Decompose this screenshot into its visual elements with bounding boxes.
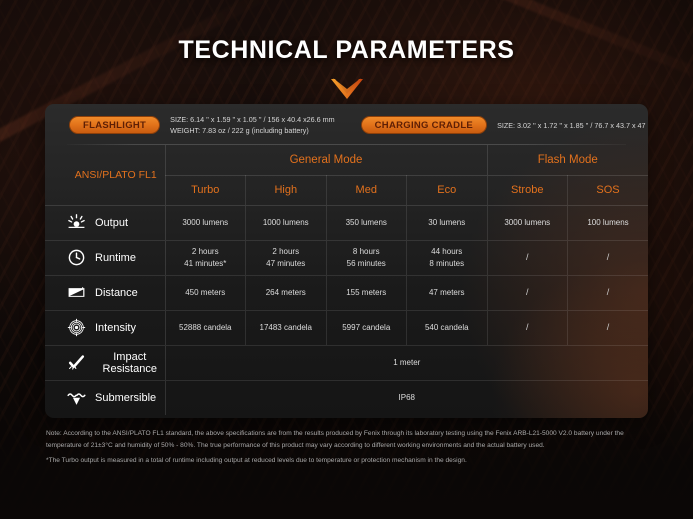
cell-output-med: 350 lumens (325, 205, 407, 241)
mode-header-sos: SOS (567, 175, 648, 206)
row-label-text: Distance (95, 286, 138, 299)
flashlight-size: SIZE: 6.14 '' x 1.59 '' x 1.05 '' / 156 … (170, 115, 335, 124)
dimensions-summary-row: FLASHLIGHT SIZE: 6.14 '' x 1.59 '' x 1.0… (45, 104, 648, 144)
clock-icon (67, 248, 86, 267)
technical-parameters-table: ANSI/PLATO FL1 General Mode Flash Mode T… (45, 145, 648, 416)
divider (67, 144, 626, 146)
mode-header-high: High (245, 175, 326, 206)
table-row: Output 3000 lumens 1000 lumens 350 lumen… (45, 205, 648, 241)
table-row: Runtime 2 hours 41 minutes* 2 hours 47 min… (45, 240, 648, 276)
footnote: Note: According to the ANSI/PLATO FL1 st… (46, 428, 654, 468)
row-label-text: Output (95, 216, 129, 229)
cell-intensity-high: 17483 candela (245, 310, 326, 346)
sunburst-icon (67, 213, 86, 232)
row-label-distance: Distance (45, 275, 165, 311)
specifications-panel: FLASHLIGHT SIZE: 6.14 '' x 1.59 '' x 1.0… (45, 104, 648, 418)
table-row: Distance 450 meters 264 meters 155 meter… (45, 275, 648, 311)
cell-submersible-value: IP68 (164, 380, 648, 416)
row-label-intensity: Intensity (45, 310, 165, 346)
row-label-output: Output (45, 205, 165, 241)
cell-runtime-sos: / (567, 240, 648, 276)
cell-runtime-med: 8 hours 56 minutes (325, 240, 407, 276)
row-label-submersible: Submersible (45, 380, 165, 415)
flashlight-dimensions: SIZE: 6.14 '' x 1.59 '' x 1.05 '' / 156 … (170, 114, 334, 136)
flashlight-badge: FLASHLIGHT (69, 116, 161, 135)
cell-runtime-eco: 44 hours 8 minutes (406, 240, 487, 276)
water-waves-icon (67, 389, 86, 408)
row-label-runtime: Runtime (45, 240, 165, 276)
cell-output-turbo: 3000 lumens (164, 205, 246, 241)
cell-output-high: 1000 lumens (245, 205, 326, 241)
row-label-impact-resistance: Impact Resistance (45, 345, 165, 381)
row-label-text: Runtime (95, 251, 136, 264)
group-header-flash-mode: Flash Mode (486, 145, 648, 176)
impact-resistance-icon (67, 353, 86, 372)
table-row: Intensity 52888 candela 17483 candela 59… (45, 310, 648, 346)
cell-intensity-med: 5997 candela (325, 310, 407, 346)
cell-output-sos: 100 lumens (567, 205, 648, 241)
cell-impact-resistance-value: 1 meter (164, 345, 648, 381)
cell-distance-sos: / (567, 275, 648, 311)
cell-output-eco: 30 lumens (406, 205, 487, 241)
target-intensity-icon (67, 318, 86, 337)
page-header: TECHNICAL PARAMETERS (0, 36, 693, 103)
cell-runtime-high: 2 hours 47 minutes (245, 240, 326, 276)
mode-header-eco: Eco (406, 175, 487, 206)
mode-header-med: Med (325, 175, 407, 206)
flashlight-weight: WEIGHT: 7.83 oz / 222 g (including batte… (170, 126, 309, 136)
cell-intensity-strobe: / (486, 310, 568, 346)
charging-cradle-size: SIZE: 3.02 '' x 1.72 '' x 1.85 '' / 76.7… (497, 120, 648, 130)
mode-header-strobe: Strobe (486, 175, 568, 206)
cell-intensity-turbo: 52888 candela (164, 310, 246, 346)
cell-runtime-turbo: 2 hours 41 minutes* (164, 240, 246, 276)
charging-cradle-badge: CHARGING CRADLE (360, 116, 488, 135)
cell-distance-high: 264 meters (245, 275, 326, 311)
cell-runtime-strobe: / (486, 240, 568, 276)
cell-intensity-sos: / (567, 310, 648, 346)
group-header-general-mode: General Mode (164, 145, 487, 176)
standard-label: ANSI/PLATO FL1 (45, 145, 165, 206)
cell-distance-turbo: 450 meters (164, 275, 246, 311)
cell-distance-eco: 47 meters (406, 275, 487, 311)
table-row: Submersible IP68 (45, 380, 648, 416)
footnote-line-1: Note: According to the ANSI/PLATO FL1 st… (46, 430, 624, 450)
cell-distance-strobe: / (486, 275, 568, 311)
mode-header-turbo: Turbo (164, 175, 246, 206)
page-title: TECHNICAL PARAMETERS (178, 36, 515, 64)
footnote-line-2: *The Turbo output is measured in a total… (46, 457, 467, 465)
cell-intensity-eco: 540 candela (406, 310, 487, 346)
background-bottom-fade (0, 399, 693, 519)
cell-distance-med: 155 meters (325, 275, 407, 311)
table-group-header-row: ANSI/PLATO FL1 General Mode Flash Mode (45, 145, 648, 206)
cell-output-strobe: 3000 lumens (486, 205, 568, 241)
beam-distance-icon (67, 283, 86, 302)
row-label-text: Impact Resistance (102, 350, 157, 375)
table-mode-header-row: Turbo High Med Eco Strobe SOS (45, 175, 648, 206)
chevron-down-icon (0, 77, 693, 103)
row-label-text: Intensity (95, 321, 136, 334)
table-row: Impact Resistance 1 meter (45, 345, 648, 381)
row-label-text: Submersible (95, 392, 157, 405)
